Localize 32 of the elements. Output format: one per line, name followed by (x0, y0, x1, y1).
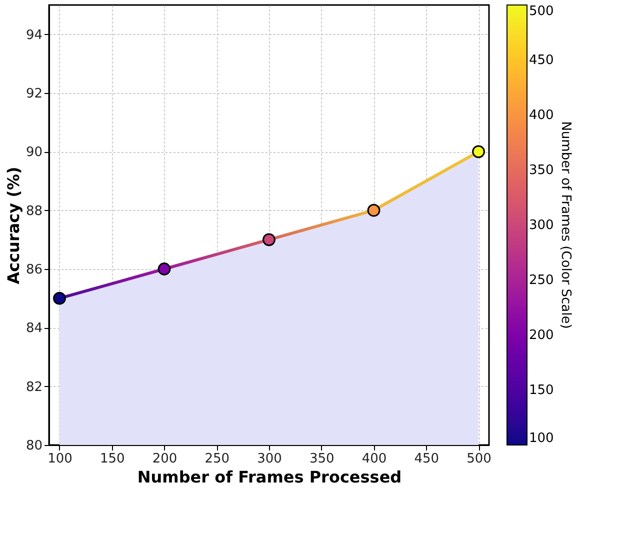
color-bar-label: 250 (529, 273, 554, 288)
y-tick-label: 90 (26, 145, 42, 160)
y-tick-label: 84 (26, 321, 42, 336)
x-tick-label: 100 (48, 452, 72, 466)
x-tick-label: 150 (100, 452, 125, 466)
x-tick-label: 200 (152, 452, 178, 466)
x-tick-label: 400 (362, 452, 387, 466)
x-tick-label: 250 (204, 452, 230, 466)
y-tick-label: 82 (26, 380, 42, 395)
color-bar-label: 350 (529, 163, 554, 178)
color-bar-label: 100 (529, 431, 554, 446)
color-bar-label: 200 (529, 328, 554, 343)
x-tick-label: 450 (414, 452, 440, 466)
y-tick-label: 94 (26, 28, 42, 43)
x-axis-title: Number of Frames Processed (137, 468, 402, 486)
point (367, 204, 380, 217)
color-bar-label: 450 (529, 53, 554, 68)
x-tick-label: 350 (309, 452, 334, 466)
y-tick-label: 88 (26, 204, 42, 219)
y-tick-label: 80 (26, 438, 42, 454)
y-tick-label: 86 (26, 262, 42, 278)
y-tick-label: 92 (26, 86, 42, 102)
color-bar-label: 300 (529, 218, 554, 233)
x-tick-label: 300 (257, 452, 282, 466)
point (158, 262, 171, 276)
color-bar-label: 500 (529, 4, 554, 19)
x-tick-label: 500 (466, 452, 492, 466)
y-axis-title: Accuracy (%) (4, 166, 23, 284)
color-bar-label: 150 (529, 383, 554, 398)
point (262, 233, 276, 246)
color-bar-label: 400 (529, 108, 554, 123)
color-bar-title: Number of Frames (Color Scale) (558, 121, 573, 329)
